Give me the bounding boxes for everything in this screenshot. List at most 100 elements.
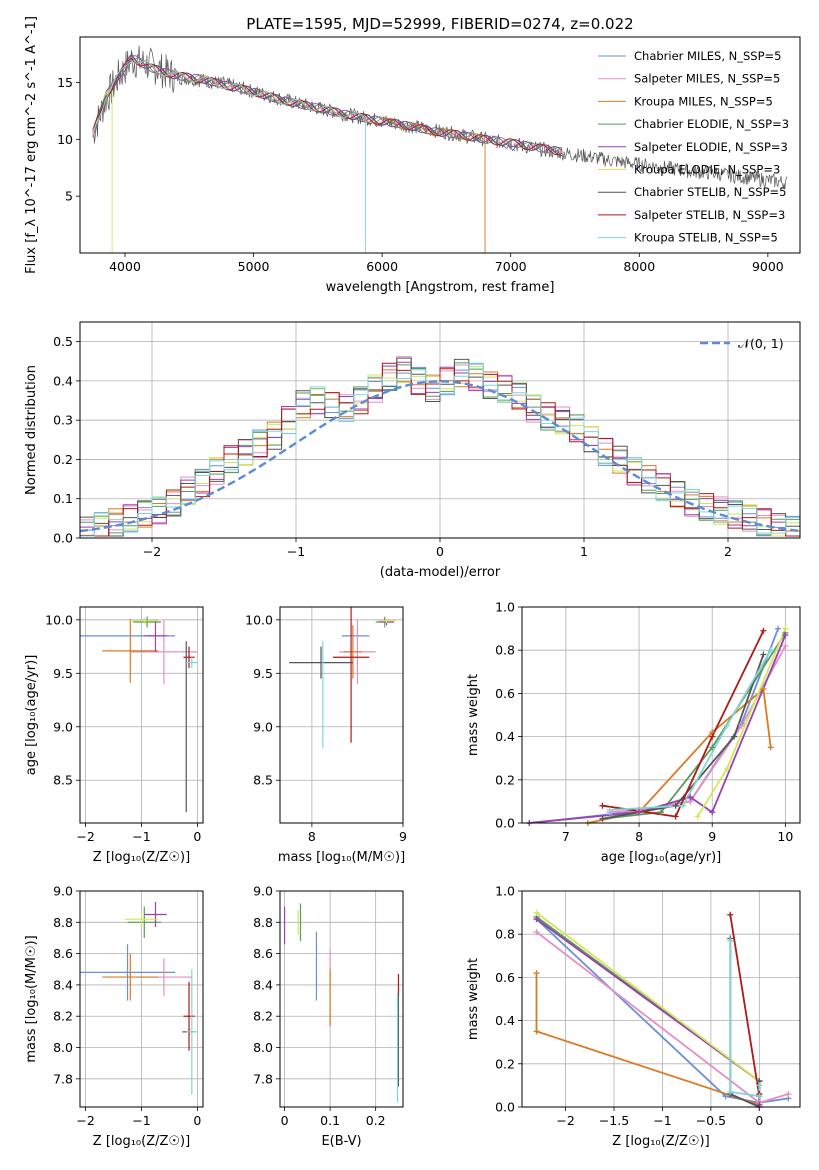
weight-point	[731, 733, 738, 740]
y-tick-label: 8.8	[253, 915, 273, 930]
weight-line-7	[729, 938, 761, 1107]
y-tick-label: 15	[57, 75, 73, 90]
y-axis-label: mass [log₁₀(M/M☉)]	[24, 935, 39, 1062]
y-tick-label: 8.4	[253, 977, 273, 992]
y-tick-label: 0.1	[53, 491, 73, 506]
weight-point	[723, 766, 730, 772]
y-tick-label: 0.4	[495, 1013, 515, 1028]
x-tick-label: −0.5	[696, 1113, 726, 1128]
weight-point	[775, 625, 782, 632]
weight-point	[723, 722, 730, 729]
y-tick-label: 9.0	[53, 719, 73, 734]
x-tick-label: 10	[777, 829, 793, 844]
panel-7: 0 0.1 0.2 7.8 8.0 8.2 8.4 8.6 8.8 9.0 E(B-V)	[253, 884, 404, 1149]
weight-point	[533, 916, 540, 923]
weight-point	[533, 1028, 540, 1035]
weight-point	[636, 809, 643, 816]
panel-border	[79, 606, 204, 824]
plot-area	[80, 356, 800, 537]
y-tick-label: 8.6	[253, 946, 273, 961]
panel-4: 8 9 8.5 9.0 9.5 10.0 mass [log₁₀(M/M☉)]	[245, 606, 407, 865]
y-tick-label: 8.5	[53, 773, 73, 788]
y-tick-label: 0.5	[53, 334, 73, 349]
legend-entry: Kroupa ELODIE, N_SSP=3	[634, 163, 780, 177]
x-tick-label: −1	[132, 829, 150, 844]
y-tick-label: 0.2	[53, 452, 73, 467]
weight-point	[658, 809, 664, 816]
weight-point	[679, 802, 686, 809]
weight-point	[694, 813, 701, 820]
weight-line-9	[729, 940, 761, 1098]
y-tick-label: 1.0	[495, 600, 515, 615]
y-tick-label: 7.8	[253, 1071, 273, 1086]
plot-area	[92, 45, 788, 253]
y-tick-label: 0.6	[495, 686, 515, 701]
weight-point	[533, 929, 540, 936]
y-tick-label: 0.0	[53, 531, 73, 546]
y-tick-label: 10.0	[245, 612, 273, 627]
x-axis-label: mass [log₁₀(M/M☉)]	[278, 850, 405, 865]
plot-area	[80, 616, 198, 813]
x-tick-label: 7000	[495, 259, 527, 274]
y-tick-label: 7.8	[53, 1071, 73, 1086]
x-axis-label: age [log₁₀(age/yr)]	[601, 850, 722, 865]
panel-8: −2 −1.5 −1 −0.5 0 0.0 0.2 0.4 0.6 0.8 1.0 Z [log₁₀(…	[466, 884, 801, 1149]
y-tick-label: 0.2	[495, 772, 515, 787]
plot-area	[289, 607, 396, 749]
x-tick-label: 0	[436, 544, 444, 559]
y-tick-label: 9.5	[53, 666, 73, 681]
legend-entry: 𝒩(0, 1)	[738, 336, 784, 351]
x-tick-label: −2	[76, 1113, 94, 1128]
weight-point	[672, 802, 679, 809]
weight-line-8	[729, 914, 761, 1097]
y-tick-label: 0.0	[495, 816, 515, 831]
y-tick-label: 8.2	[53, 1009, 73, 1024]
weight-point	[687, 794, 694, 801]
weight-line-4	[535, 916, 761, 1107]
panel-6: −2 −1 0 7.8 8.0 8.2 8.4 8.6 8.8 9.0 Z [log₁₀(Z/Z☉)…	[24, 884, 204, 1149]
model-line-5	[92, 55, 563, 153]
panel-2: −2 −1 0 1 2 0.0 0.1 0.2 0.3 0.4 0.5 (data-model)/er…	[24, 321, 801, 580]
weight-point	[727, 911, 734, 918]
weight-point	[533, 909, 540, 916]
x-tick-label: 1	[580, 544, 588, 559]
y-tick-label: 10	[57, 132, 73, 147]
y-tick-label: 8.0	[253, 1040, 273, 1055]
legend-entry: Kroupa STELIB, N_SSP=5	[634, 231, 778, 245]
x-axis-label: wavelength [Angstrom, rest frame]	[326, 280, 555, 295]
panel-border	[79, 321, 801, 539]
weight-point	[599, 815, 606, 822]
y-tick-label: 9.5	[253, 666, 273, 681]
weight-line-3	[535, 973, 760, 1106]
weight-point	[709, 744, 716, 751]
plot-area	[529, 628, 787, 823]
x-tick-label: 0.1	[320, 1113, 340, 1128]
y-tick-label: 1.0	[495, 884, 515, 899]
x-tick-label: 0	[281, 1113, 289, 1128]
y-tick-label: 9.0	[253, 884, 273, 899]
x-tick-label: −1	[132, 1113, 150, 1128]
x-tick-label: −1	[287, 544, 305, 559]
y-tick-label: 8.0	[53, 1040, 73, 1055]
panel-border	[79, 890, 204, 1108]
legend-entry: Salpeter MILES, N_SSP=5	[634, 72, 780, 86]
weight-point	[756, 1093, 763, 1100]
panel-3: −2 −1 0 8.5 9.0 9.5 10.0 Z [log₁₀(Z/Z☉)] age [lo…	[24, 606, 204, 865]
weight-point	[760, 627, 767, 634]
y-tick-label: 5	[65, 189, 73, 204]
panels-group: 4000 5000 6000 7000 8000 900051015wavelength …	[24, 16, 801, 1149]
histogram-series-9	[80, 362, 800, 537]
weight-point	[738, 722, 745, 729]
weight-point	[760, 651, 767, 658]
model-line-9	[92, 60, 366, 253]
weight-line-6	[535, 911, 760, 1082]
x-tick-label: 0	[755, 1113, 763, 1128]
panel-border	[279, 890, 404, 1108]
weight-line-4	[602, 632, 787, 820]
legend-entry: Kroupa MILES, N_SSP=5	[634, 94, 773, 108]
weight-point	[722, 1093, 729, 1100]
weight-point	[599, 802, 606, 809]
x-axis-label: Z [log₁₀(Z/Z☉)]	[93, 1134, 190, 1149]
y-tick-label: 8.5	[253, 773, 273, 788]
